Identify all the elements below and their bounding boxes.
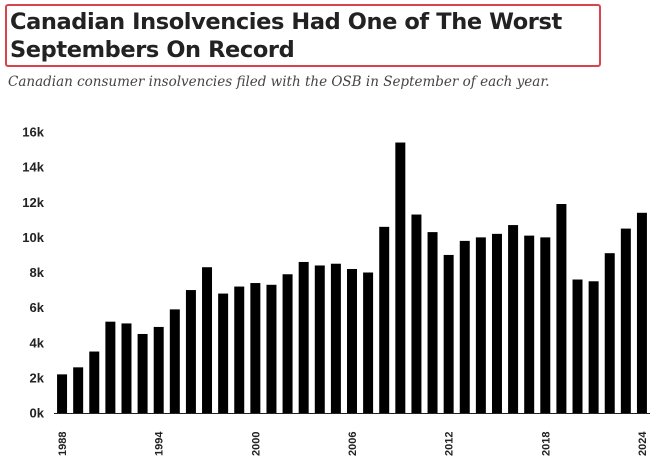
bar-2002 (282, 274, 293, 413)
bar-1990 (89, 351, 100, 413)
bar-2024 (636, 212, 647, 413)
x-tick-label: 2000 (250, 432, 262, 456)
chart-subtitle: Canadian consumer insolvencies filed wit… (8, 74, 550, 90)
y-tick-label: 12k (22, 195, 44, 210)
bar-1999 (234, 286, 245, 413)
bar-2001 (266, 284, 277, 413)
bar-2022 (604, 253, 615, 413)
bar-1988 (57, 374, 68, 413)
page-title: Canadian Insolvencies Had One of The Wor… (10, 9, 562, 63)
bar-2014 (475, 237, 486, 414)
y-tick-label: 16k (22, 125, 44, 140)
bar-2018 (540, 237, 551, 414)
bar-2012 (443, 254, 454, 413)
y-tick-label: 4k (30, 335, 45, 350)
bar-1993 (137, 333, 148, 413)
bar-2004 (314, 265, 325, 413)
bar-2010 (411, 214, 422, 413)
bar-2003 (298, 261, 309, 413)
bar-2015 (491, 233, 502, 413)
bar-2011 (427, 232, 438, 413)
y-tick-label: 6k (30, 300, 45, 315)
bar-1998 (218, 293, 229, 413)
x-tick-label: 2024 (637, 431, 649, 456)
y-tick-label: 2k (30, 370, 45, 385)
bar-2023 (620, 228, 631, 413)
bar-1994 (153, 326, 164, 413)
title-highlight-box: Canadian Insolvencies Had One of The Wor… (5, 4, 601, 67)
bar-1997 (202, 267, 213, 413)
bar-2008 (379, 226, 390, 413)
bar-2005 (330, 263, 341, 413)
bar-2007 (363, 272, 374, 413)
y-tick-label: 14k (22, 160, 44, 175)
y-tick-label: 8k (30, 265, 45, 280)
bar-2000 (250, 283, 261, 413)
y-tick-label: 10k (22, 230, 44, 245)
x-tick-label: 2018 (540, 432, 552, 456)
bar-2009 (395, 142, 406, 414)
bar-2020 (572, 279, 583, 413)
bar-2006 (347, 268, 357, 413)
bar-1995 (169, 309, 180, 413)
bar-2021 (588, 281, 599, 413)
y-tick-label: 0k (30, 406, 45, 421)
bar-1989 (73, 367, 84, 413)
bar-1996 (185, 290, 196, 413)
x-tick-label: 1988 (57, 432, 69, 456)
x-tick-label: 2006 (347, 432, 359, 456)
bar-2013 (459, 240, 470, 413)
x-tick-label: 2012 (444, 432, 456, 456)
bar-1991 (105, 321, 116, 413)
bar-2017 (524, 235, 535, 413)
x-tick-label: 1994 (154, 431, 166, 456)
bar-2016 (508, 225, 519, 413)
bar-1992 (121, 323, 132, 413)
bar-2019 (556, 204, 567, 413)
